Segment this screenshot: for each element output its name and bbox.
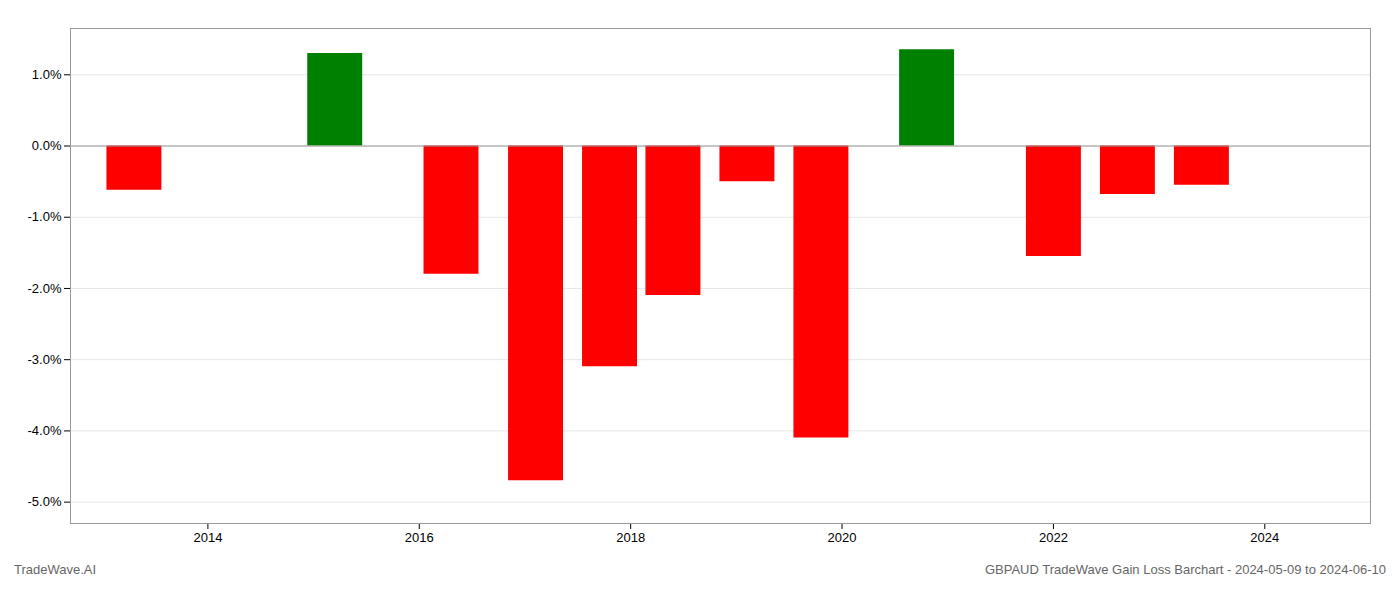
svg-text:-4.0%: -4.0% xyxy=(28,423,62,438)
svg-text:1.0%: 1.0% xyxy=(32,67,62,82)
html-text:GBPAUD TradeWave Gain Loss Bar: GBPAUD TradeWave Gain Loss Barchart - 20… xyxy=(985,562,1386,577)
svg-text:0.0%: 0.0% xyxy=(32,138,62,153)
svg-text:-1.0%: -1.0% xyxy=(28,209,62,224)
svg-text:2022: 2022 xyxy=(1039,530,1068,545)
svg-text:2016: 2016 xyxy=(405,530,434,545)
html-text:TradeWave.AI: TradeWave.AI xyxy=(14,562,97,577)
svg-text:2024: 2024 xyxy=(1250,530,1279,545)
svg-text:2014: 2014 xyxy=(193,530,222,545)
svg-text:-3.0%: -3.0% xyxy=(28,352,62,367)
svg-text:-5.0%: -5.0% xyxy=(28,494,62,509)
svg-text:2018: 2018 xyxy=(616,530,645,545)
svg-text:2020: 2020 xyxy=(828,530,857,545)
svg-text:-2.0%: -2.0% xyxy=(28,281,62,296)
